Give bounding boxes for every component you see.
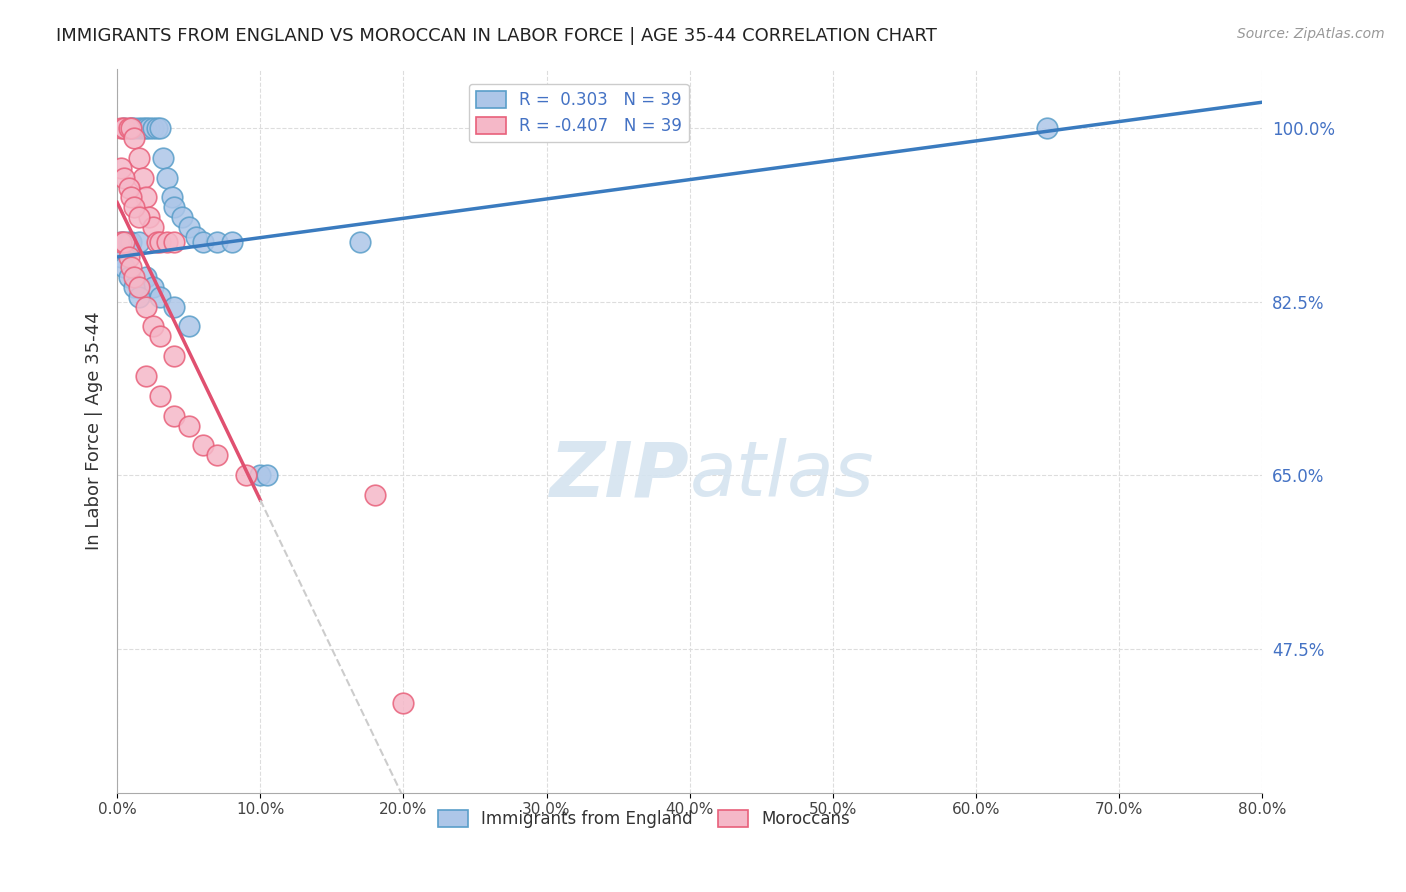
Point	[152, 151, 174, 165]
Point	[112, 121, 135, 136]
Point	[128, 290, 150, 304]
Point	[149, 290, 172, 304]
Point	[149, 389, 172, 403]
Point	[149, 235, 172, 249]
Point	[110, 250, 132, 264]
Point	[207, 449, 229, 463]
Point	[121, 190, 143, 204]
Point	[117, 235, 139, 249]
Point	[121, 121, 143, 136]
Point	[256, 468, 278, 483]
Point	[207, 235, 229, 249]
Text: ZIP: ZIP	[550, 438, 689, 512]
Point	[163, 300, 186, 314]
Text: Source: ZipAtlas.com: Source: ZipAtlas.com	[1237, 27, 1385, 41]
Point	[163, 201, 186, 215]
Point	[117, 269, 139, 284]
Point	[135, 369, 157, 384]
Point	[163, 409, 186, 423]
Point	[221, 235, 243, 249]
Point	[142, 121, 165, 136]
Point	[142, 279, 165, 293]
Point	[142, 319, 165, 334]
Point	[146, 235, 169, 249]
Point	[112, 170, 135, 185]
Legend: Immigrants from England, Moroccans: Immigrants from England, Moroccans	[432, 804, 856, 835]
Point	[149, 121, 172, 136]
Point	[117, 250, 139, 264]
Point	[135, 121, 157, 136]
Point	[177, 418, 200, 433]
Point	[364, 488, 387, 502]
Point	[110, 235, 132, 249]
Point	[184, 230, 207, 244]
Point	[124, 269, 146, 284]
Point	[170, 211, 193, 225]
Point	[135, 190, 157, 204]
Point	[235, 468, 257, 483]
Point	[110, 235, 132, 249]
Point	[124, 279, 146, 293]
Point	[110, 121, 132, 136]
Point	[128, 151, 150, 165]
Point	[117, 121, 139, 136]
Point	[160, 190, 183, 204]
Point	[128, 121, 150, 136]
Text: IMMIGRANTS FROM ENGLAND VS MOROCCAN IN LABOR FORCE | AGE 35-44 CORRELATION CHART: IMMIGRANTS FROM ENGLAND VS MOROCCAN IN L…	[56, 27, 938, 45]
Point	[156, 170, 179, 185]
Point	[124, 201, 146, 215]
Point	[163, 235, 186, 249]
Point	[124, 121, 146, 136]
Point	[128, 235, 150, 249]
Point	[146, 121, 169, 136]
Point	[138, 211, 160, 225]
Point	[112, 235, 135, 249]
Point	[132, 121, 155, 136]
Point	[124, 131, 146, 145]
Text: atlas: atlas	[689, 438, 875, 512]
Point	[132, 170, 155, 185]
Point	[110, 161, 132, 175]
Point	[149, 329, 172, 343]
Point	[177, 319, 200, 334]
Point	[349, 235, 371, 249]
Point	[112, 121, 135, 136]
Point	[128, 279, 150, 293]
Point	[135, 269, 157, 284]
Point	[249, 468, 271, 483]
Point	[1036, 121, 1059, 136]
Point	[112, 260, 135, 274]
Point	[121, 235, 143, 249]
Y-axis label: In Labor Force | Age 35-44: In Labor Force | Age 35-44	[86, 311, 103, 549]
Point	[112, 235, 135, 249]
Point	[177, 220, 200, 235]
Point	[135, 300, 157, 314]
Point	[156, 235, 179, 249]
Point	[191, 438, 214, 452]
Point	[191, 235, 214, 249]
Point	[163, 349, 186, 363]
Point	[128, 211, 150, 225]
Point	[117, 180, 139, 194]
Point	[138, 121, 160, 136]
Point	[121, 121, 143, 136]
Point	[392, 697, 415, 711]
Point	[121, 260, 143, 274]
Point	[142, 220, 165, 235]
